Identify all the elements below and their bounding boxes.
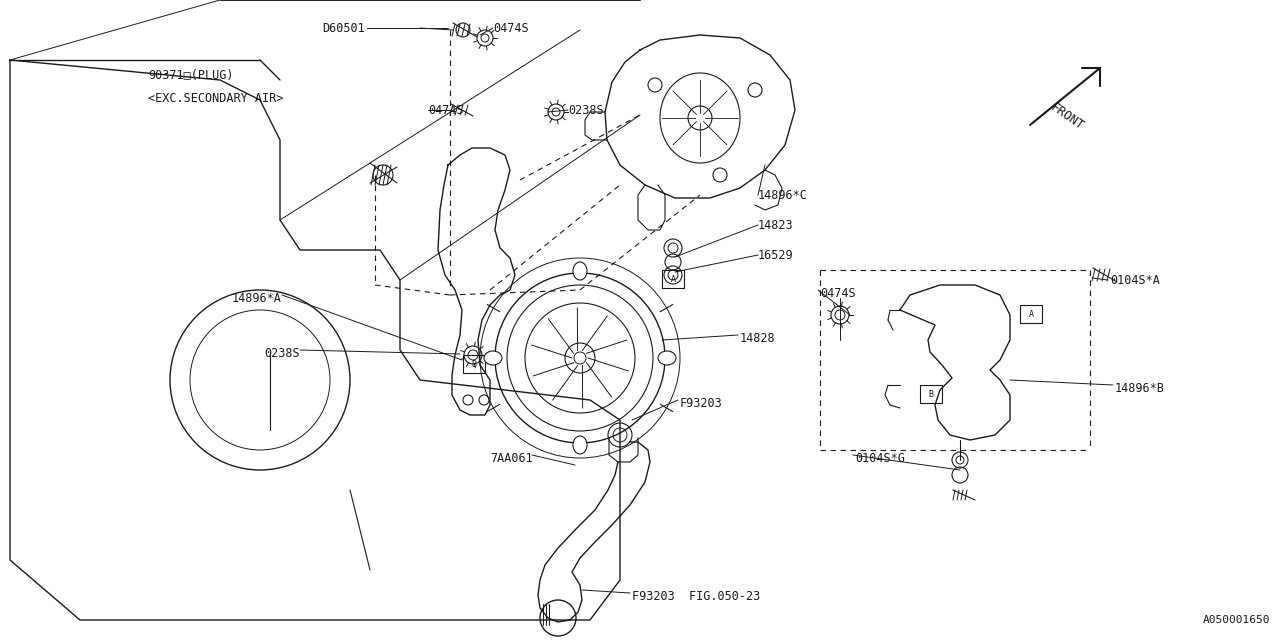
- Text: 14828: 14828: [740, 332, 776, 344]
- Text: 14896*A: 14896*A: [232, 291, 282, 305]
- Bar: [1020, 305, 1042, 323]
- Ellipse shape: [573, 262, 588, 280]
- Text: <EXC.SECONDARY AIR>: <EXC.SECONDARY AIR>: [148, 92, 283, 104]
- Text: B: B: [928, 390, 933, 399]
- Text: A050001650: A050001650: [1202, 615, 1270, 625]
- Bar: [662, 270, 684, 288]
- Ellipse shape: [658, 351, 676, 365]
- Text: 0238S: 0238S: [265, 346, 300, 360]
- Text: 16529: 16529: [758, 248, 794, 262]
- Text: 14823: 14823: [758, 218, 794, 232]
- Text: 0238S: 0238S: [568, 104, 604, 116]
- Text: 14896*B: 14896*B: [1115, 381, 1165, 394]
- Ellipse shape: [573, 436, 588, 454]
- Bar: [920, 385, 942, 403]
- Text: A: A: [671, 275, 676, 284]
- Text: B: B: [471, 360, 476, 369]
- Circle shape: [573, 352, 586, 364]
- Text: F93203: F93203: [680, 397, 723, 410]
- Ellipse shape: [660, 73, 740, 163]
- Bar: [463, 355, 485, 373]
- Text: FRONT: FRONT: [1048, 101, 1087, 133]
- Text: 0104S*A: 0104S*A: [1110, 273, 1160, 287]
- Text: D60501: D60501: [323, 22, 365, 35]
- Ellipse shape: [484, 351, 502, 365]
- Text: 0104S*G: 0104S*G: [855, 451, 905, 465]
- Text: F93203  FIG.050-23: F93203 FIG.050-23: [632, 589, 760, 602]
- Text: 0474S: 0474S: [428, 104, 463, 116]
- Text: 0474S: 0474S: [493, 22, 529, 35]
- Text: 0474S: 0474S: [820, 287, 855, 300]
- Text: 7AA061: 7AA061: [490, 451, 532, 465]
- Text: 14896*C: 14896*C: [758, 189, 808, 202]
- Text: 90371□(PLUG): 90371□(PLUG): [148, 68, 233, 81]
- Text: A: A: [1029, 310, 1033, 319]
